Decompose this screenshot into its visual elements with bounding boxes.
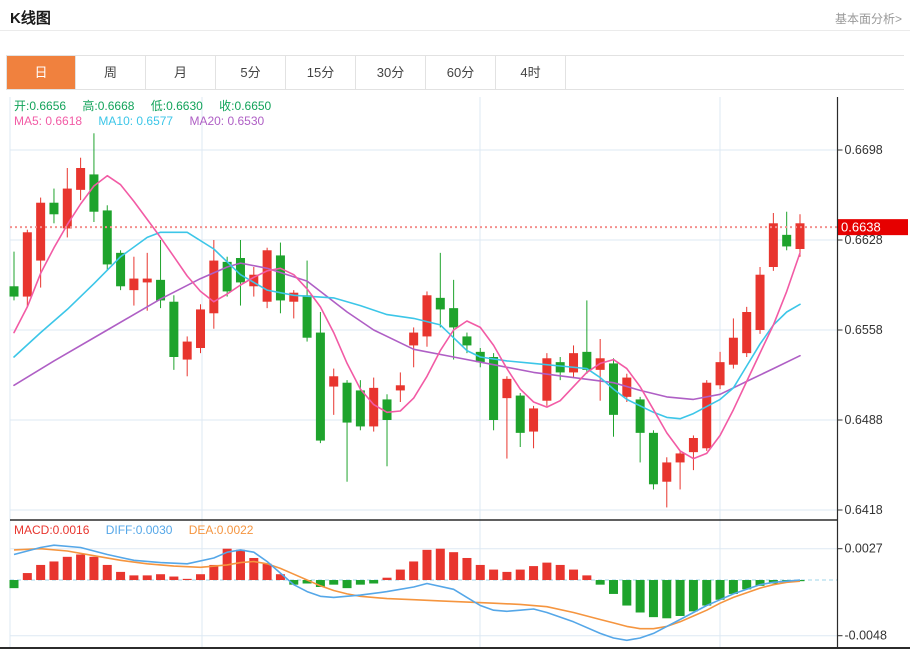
candles [9,133,805,508]
fundamental-analysis-link[interactable]: 基本面分析> [834,12,902,26]
open-label: 开: [14,99,30,113]
ma-legend: MA5: 0.6618 MA10: 0.6577 MA20: 0.6530 [14,114,277,128]
ma10-label: MA10: [98,114,137,128]
svg-text:0.6488: 0.6488 [845,413,883,427]
tab-月[interactable]: 月 [146,56,216,89]
macd-label: MACD: [14,523,53,537]
ma5-label: MA5: [14,114,46,128]
svg-text:0.6418: 0.6418 [845,503,883,517]
low-label: 低: [150,99,167,113]
open-value: 0.6656 [29,99,67,113]
ma5-value: 0.6618 [45,114,83,128]
tab-15分[interactable]: 15分 [286,56,356,89]
current-price-badge: 0.6638 [838,219,908,236]
page-header: K线图 基本面分析> [0,0,910,31]
svg-text:-0.0048: -0.0048 [845,629,887,643]
high-value: 0.6668 [97,99,135,113]
svg-text:0.6638: 0.6638 [841,220,881,235]
tab-日[interactable]: 日 [6,56,76,89]
dea-value: 0.0022 [216,523,254,537]
close-label: 收: [219,99,235,113]
ohlc-legend: 开:0.6656 高:0.6668 低:0.6630 收:0.6650 [14,97,284,114]
gridlines [9,97,838,648]
diff-label: DIFF: [105,523,136,537]
ma-lines [13,174,801,460]
ma20-label: MA20: [189,114,228,128]
tab-4时[interactable]: 4时 [496,56,566,89]
tab-5分[interactable]: 5分 [216,56,286,89]
tab-60分[interactable]: 60分 [426,56,496,89]
low-value: 0.6630 [166,99,203,113]
dea-label: DEA: [188,523,217,537]
svg-text:0.6698: 0.6698 [845,143,883,157]
close-value: 0.6650 [234,99,272,113]
high-label: 高: [82,99,98,113]
macd-panel [9,544,805,642]
svg-text:0.6628: 0.6628 [845,233,883,247]
page-title: K线图 [10,10,51,27]
interval-tab-bar: 日周月 5分 15分 30分 60分 4时 [6,55,904,90]
ma10-value: 0.6577 [136,114,174,128]
macd-legend: MACD:0.0016 DIFF:0.0030 DEA:0.0022 [14,523,266,537]
macd-value: 0.0016 [52,523,90,537]
axes: 0.6698 0.6628 0.6558 0.6488 0.6418 0.0027 -0.0… [0,97,910,649]
ma20-value: 0.6530 [227,114,265,128]
svg-text:0.0027: 0.0027 [845,542,883,556]
tab-周[interactable]: 周 [76,56,146,89]
svg-text:0.6558: 0.6558 [845,323,883,337]
diff-value: 0.0030 [135,523,173,537]
tab-30分[interactable]: 30分 [356,56,426,89]
